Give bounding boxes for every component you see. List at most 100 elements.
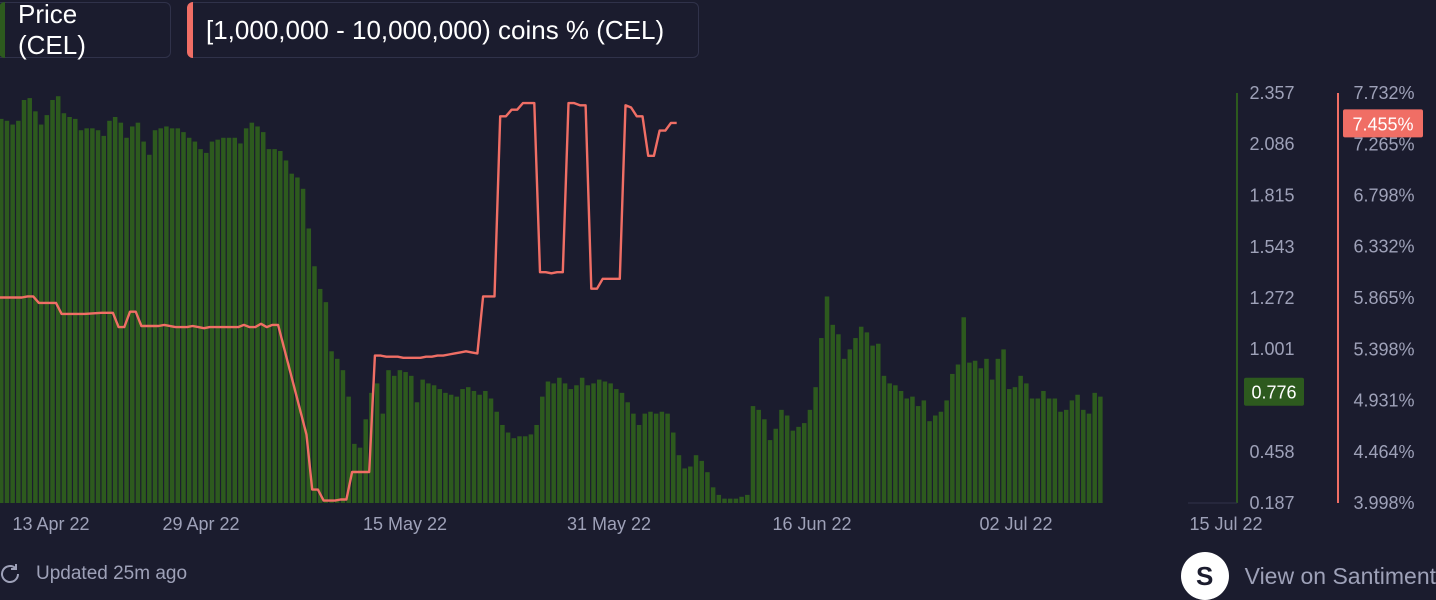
right-axis-tick: 7.732% <box>1353 83 1414 103</box>
price-bar <box>414 402 420 503</box>
price-bar <box>84 128 89 503</box>
price-bar <box>608 383 613 503</box>
price-bar <box>147 154 152 503</box>
price-bar <box>995 358 1001 503</box>
current-price-label: 0.776 <box>1251 383 1296 403</box>
price-bar <box>465 387 471 503</box>
updated-text: Updated 25m ago <box>36 563 188 584</box>
price-bar <box>494 411 499 503</box>
price-bar <box>295 177 300 503</box>
price-bar <box>898 390 904 503</box>
price-bar <box>517 436 522 503</box>
price-bar <box>807 409 813 503</box>
price-bar <box>21 99 27 504</box>
price-bar <box>625 402 630 503</box>
price-bar <box>488 398 494 503</box>
left-axis-tick: 1.543 <box>1249 237 1294 257</box>
price-bar <box>1035 398 1040 503</box>
x-axis-tick: 29 Apr 22 <box>162 514 239 534</box>
price-bar <box>830 324 835 503</box>
santiment-link[interactable]: S View on Santiment <box>1180 552 1436 600</box>
price-bar <box>1018 375 1023 503</box>
price-bar <box>790 430 796 503</box>
price-bar <box>562 383 568 503</box>
price-bar <box>927 421 932 503</box>
price-bar <box>500 424 505 503</box>
price-bar <box>881 375 887 503</box>
price-bar <box>836 334 841 503</box>
price-bar <box>477 394 482 503</box>
price-bar <box>858 326 864 503</box>
price-bar <box>409 375 414 503</box>
price-bar <box>688 466 693 503</box>
right-axis-tick: 4.464% <box>1353 442 1414 462</box>
price-bar <box>756 409 761 503</box>
right-axis-tick: 3.998% <box>1353 493 1414 513</box>
right-axis-tick: 6.798% <box>1353 186 1414 206</box>
price-bar <box>665 413 670 503</box>
left-axis-tick: 1.815 <box>1249 185 1294 205</box>
price-bar <box>950 373 955 503</box>
price-bar <box>443 392 448 503</box>
price-bar <box>545 381 551 503</box>
price-bar <box>864 332 870 503</box>
x-axis-tick: 15 May 22 <box>363 514 447 534</box>
right-axis-tick: 5.398% <box>1353 339 1414 359</box>
price-bar <box>352 443 357 503</box>
price-bar <box>972 360 978 503</box>
price-bar <box>653 413 659 503</box>
price-bar <box>784 415 790 503</box>
price-bar <box>118 122 124 503</box>
price-bar <box>164 126 169 503</box>
price-bar <box>585 385 591 503</box>
refresh-icon[interactable] <box>0 562 22 586</box>
price-bar <box>317 288 323 503</box>
price-bar <box>631 413 636 503</box>
price-bar <box>243 128 249 503</box>
price-bar <box>454 396 460 503</box>
legend-coins-chip[interactable]: [1,000,000 - 10,000,000) coins % (CEL) <box>187 2 699 58</box>
price-bar <box>78 130 84 503</box>
price-bar <box>511 438 517 503</box>
price-bar <box>551 383 556 503</box>
price-bar <box>932 415 938 503</box>
coins-line-group <box>0 101 677 502</box>
update-status: Updated 25m ago <box>0 562 187 586</box>
price-bar <box>44 115 50 504</box>
price-bar <box>739 496 744 503</box>
price-bar <box>340 370 346 503</box>
price-bar <box>636 424 642 503</box>
right-axis-tick: 6.332% <box>1353 237 1414 257</box>
price-bar <box>0 118 4 503</box>
legend-price-chip[interactable]: Price (CEL) <box>0 0 171 60</box>
santiment-logo-icon: S <box>1180 552 1229 600</box>
price-bar <box>705 472 710 503</box>
price-bar <box>33 111 38 503</box>
price-bar <box>95 130 101 503</box>
price-bar <box>357 447 363 503</box>
price-bar <box>16 120 21 504</box>
price-bar <box>984 358 989 503</box>
price-bar <box>90 128 95 503</box>
price-bar <box>209 141 215 503</box>
price-bar <box>249 122 255 503</box>
price-bar <box>1052 398 1058 503</box>
price-bar <box>989 379 995 503</box>
price-bar <box>215 139 220 504</box>
price-bar <box>426 383 431 503</box>
view-on-santiment-link[interactable]: View on Santiment <box>1244 562 1436 589</box>
price-bar <box>1092 392 1097 503</box>
price-bar <box>374 383 380 503</box>
chart-legend: Price (CEL) [1,000,000 - 10,000,000) coi… <box>0 0 699 60</box>
price-bar <box>1086 413 1092 503</box>
price-bar <box>1012 387 1018 503</box>
x-axis-tick: 15 Jul 22 <box>1189 514 1262 534</box>
price-bar <box>169 128 175 503</box>
price-bar <box>27 98 32 503</box>
legend-coins-label: [1,000,000 - 10,000,000) coins % (CEL) <box>206 14 665 45</box>
price-bar <box>323 302 329 503</box>
price-bar <box>420 379 425 503</box>
price-bar <box>938 411 944 503</box>
price-bar <box>659 411 665 503</box>
price-bar <box>961 317 966 503</box>
